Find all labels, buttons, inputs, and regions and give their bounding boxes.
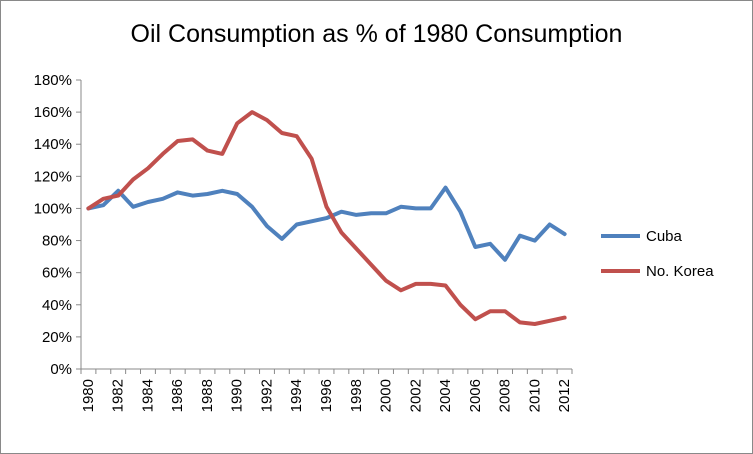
legend-label: No. Korea: [646, 263, 714, 280]
x-tick-label: 1998: [348, 379, 365, 412]
x-axis: 1980 1982 1984 1986 1988 1990 1992 1994 1996 1998…: [80, 368, 573, 412]
x-tick-label: 1988: [199, 379, 216, 412]
x-tick-label: 1982: [110, 379, 127, 412]
x-tick-label: 1996: [318, 379, 335, 412]
y-tick-label: 120%: [34, 168, 72, 185]
legend-label: Cuba: [646, 228, 683, 245]
y-tick-label: 0%: [50, 361, 72, 378]
series-lines: [86, 110, 567, 326]
x-tick-label: 2006: [467, 379, 484, 412]
x-tick-label: 1994: [288, 379, 305, 412]
x-tick-label: 1980: [80, 379, 97, 412]
series-line-no-korea: [86, 110, 567, 326]
series-line-cuba: [86, 185, 567, 262]
y-tick-label: 60%: [42, 265, 72, 282]
x-tick-label: 1984: [139, 379, 156, 412]
x-tick-label: 2002: [407, 379, 424, 412]
x-tick-label: 1990: [229, 379, 246, 412]
y-tick-label: 100%: [34, 200, 72, 217]
x-tick-label: 2000: [378, 379, 395, 412]
legend: Cuba No. Korea: [601, 228, 714, 280]
x-tick-label: 2010: [526, 379, 543, 412]
y-tick-label: 40%: [42, 297, 72, 314]
y-axis: 0% 20% 40% 60% 80% 100% 120% 140% 160% 180%: [34, 72, 82, 378]
y-tick-label: 80%: [42, 233, 72, 250]
y-tick-label: 180%: [34, 72, 72, 89]
y-tick-label: 20%: [42, 329, 72, 346]
y-tick-label: 140%: [34, 136, 72, 153]
x-tick-label: 2012: [556, 379, 573, 412]
x-tick-label: 2004: [437, 379, 454, 412]
x-tick-label: 1986: [169, 379, 186, 412]
x-tick-label: 1992: [258, 379, 275, 412]
x-tick-label: 2008: [497, 379, 514, 412]
y-tick-label: 160%: [34, 104, 72, 121]
chart-title: Oil Consumption as % of 1980 Consumption: [130, 20, 623, 48]
